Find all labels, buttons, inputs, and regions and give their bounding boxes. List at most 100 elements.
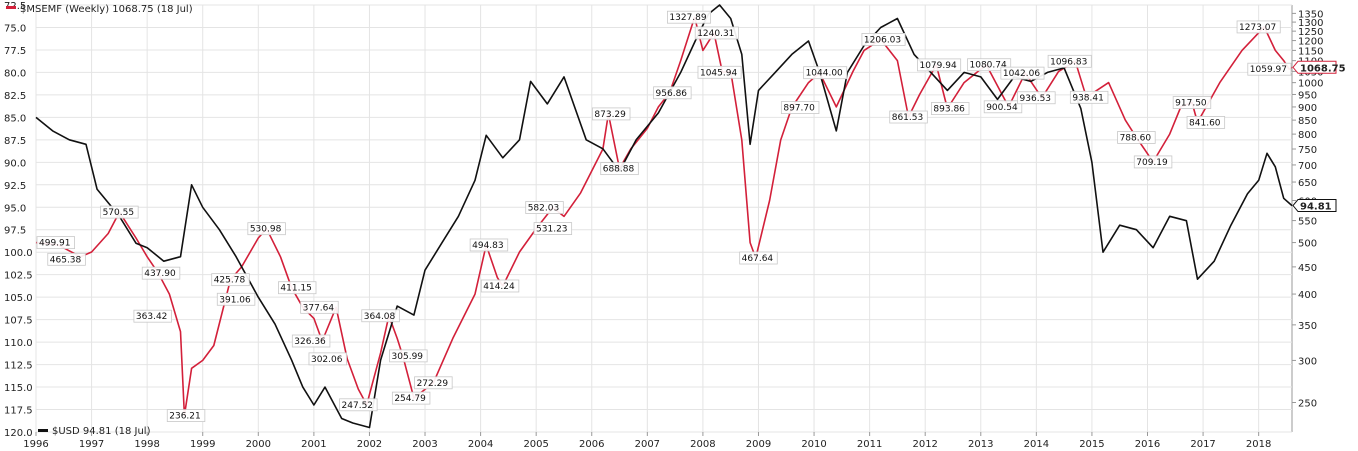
right-tick-label: 550 [1298,217,1317,228]
grid-lines [35,4,1293,433]
annotation: 326.36 [291,334,331,348]
right-tick-label: 400 [1298,290,1317,301]
annotation-label: 861.53 [892,113,924,123]
annotation-label: 1240.31 [697,29,734,39]
annotation-box [1172,96,1212,109]
annotation-box [247,222,286,236]
annotation-label: 873.29 [594,110,626,120]
annotation: 897.70 [780,101,820,114]
last-value-text-msemf: 1068.75 [1300,63,1346,74]
legend-msemf-text: $MSEMF (Weekly) 1068.75 (18 Jul) [20,4,193,15]
legend-usd-swatch [38,429,48,432]
left-tick-label: 100.0 [4,248,33,259]
legend-usd: $USD 94.81 (18 Jul) [38,426,151,437]
annotation: 1042.06 [1000,66,1045,80]
annotation-box [967,58,1012,72]
annotation-label: 499.91 [39,239,71,249]
annotation-label: 917.50 [1175,99,1207,109]
annotation-label: 467.64 [742,254,774,264]
annotation: 1206.03 [861,33,906,46]
legend-msemf: $MSEMF (Weekly) 1068.75 (18 Jul) [6,4,193,15]
annotation-box [1186,116,1226,129]
left-tick-label: 117.5 [4,406,33,417]
left-tick-label: 95.0 [4,203,26,214]
last-value-box-usd [1292,199,1337,213]
annotation-box [697,65,742,79]
left-tick-label: 112.5 [4,361,33,372]
annotation-box [592,107,631,121]
annotation: 363.42 [133,309,172,323]
annotation-label: 897.70 [783,104,815,114]
annotation-label: 688.88 [603,165,635,175]
annotation: 236.21 [166,409,206,422]
annotation: 841.60 [1186,116,1226,129]
annotation: 247.52 [339,398,378,412]
right-tick-label: 450 [1298,263,1317,274]
right-tick-label: 850 [1298,116,1317,127]
right-tick-label: 950 [1298,90,1317,101]
right-tick-label: 650 [1298,178,1317,189]
annotation-label: 302.06 [311,355,343,365]
annotation-label: 1042.06 [1003,69,1040,79]
x-tick-label: 2007 [635,439,660,450]
left-tick-label: 105.0 [4,293,33,304]
annotation: 1079.94 [917,58,962,72]
annotation-box [1000,66,1045,80]
annotation: 1273.07 [1236,20,1281,34]
annotation-box [278,281,317,295]
annotation-label: 236.21 [169,412,201,422]
annotation-label: 465.38 [50,255,82,265]
left-tick-label: 82.5 [4,91,26,102]
x-tick-label: 2008 [690,439,715,450]
x-tick-label: 2005 [523,439,548,450]
annotation: 688.88 [600,162,639,176]
annotation-box [983,100,1023,114]
annotation: 494.83 [469,238,509,252]
annotation: 900.54 [983,100,1023,114]
right-tick-label: 500 [1298,239,1317,250]
annotation-box [291,334,331,348]
right-tick-label: 1150 [1298,46,1323,57]
right-tick-label: 900 [1298,103,1317,114]
annotation-layer: 499.91 465.38 570.55 437.90 363.42 236.21 425.… [36,10,1292,422]
annotation-box [47,252,86,266]
annotation: 1096.83 [1047,54,1092,68]
last-value-labels: 1068.75 94.81 [1292,60,1346,213]
annotation-box [931,102,970,115]
annotation-box [211,273,250,287]
right-tick-label: 800 [1298,130,1317,141]
left-tick-label: 102.5 [4,271,33,282]
annotation-box [300,300,339,314]
legend-usd-text: $USD 94.81 (18 Jul) [52,426,151,437]
annotation-label: 570.55 [103,208,135,218]
last-value-box-msemf [1292,60,1337,74]
last-value-usd: 94.81 [1292,199,1337,213]
annotation-box [216,292,256,306]
annotation-box [780,101,820,114]
left-tick-label: 97.5 [4,226,26,237]
left-tick-label: 85.0 [4,113,26,124]
annotation: 1045.94 [697,65,742,79]
annotation-label: 364.08 [364,312,396,322]
x-tick-label: 2011 [857,439,882,450]
annotation-label: 411.15 [280,284,312,294]
annotation-label: 254.79 [394,394,426,404]
annotation-label: 414.24 [483,282,515,292]
annotation: 364.08 [361,309,400,323]
annotation: 956.86 [653,86,692,100]
annotation-box [1236,20,1281,34]
right-tick-label: 750 [1298,145,1317,156]
right-tick-label: 1300 [1298,18,1323,29]
annotation-box [1017,91,1056,105]
annotation-box [600,162,639,176]
annotation: 499.91 [36,236,75,250]
annotation: 1080.74 [967,58,1012,72]
annotation: 936.53 [1017,91,1056,105]
annotation: 1240.31 [694,26,739,40]
annotation-label: 272.29 [417,379,449,389]
annotation-box [100,205,139,219]
x-tick-label: 2006 [579,439,604,450]
annotation-box [1117,131,1156,144]
right-tick-label: 1250 [1298,27,1323,38]
